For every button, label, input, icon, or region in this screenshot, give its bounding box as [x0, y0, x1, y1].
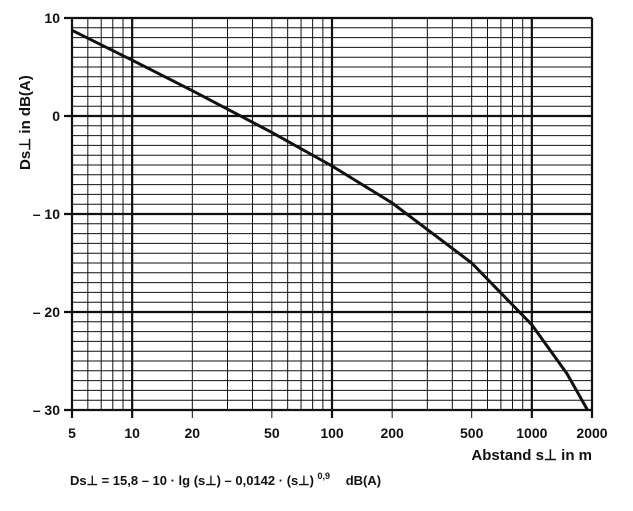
y-axis-label: Ds⊥ in dB(A) [17, 75, 34, 170]
x-tick-label: 5 [68, 425, 76, 441]
series-line-ds [71, 28, 589, 411]
y-tick-label: 10 [44, 10, 60, 26]
x-tick-labels: 5 10 20 50 100 200 500 1000 2000 [68, 425, 608, 441]
x-tick-label: 100 [320, 425, 344, 441]
x-tick-label: 1000 [516, 425, 547, 441]
y-tick-label: – 20 [33, 304, 60, 320]
x-tick-label: 2000 [576, 425, 607, 441]
x-tick-label: 500 [460, 425, 484, 441]
grid [64, 16, 594, 418]
x-tick-label: 10 [124, 425, 140, 441]
y-tick-labels: 10 0 – 10 – 20 – 30 [33, 10, 60, 418]
x-tick-label: 20 [185, 425, 201, 441]
y-tick-label: – 10 [33, 206, 60, 222]
y-tick-label: 0 [52, 108, 60, 124]
x-axis-label: Abstand s⊥ in m [471, 447, 592, 464]
y-tick-label: – 30 [33, 402, 60, 418]
x-tick-label: 200 [380, 425, 404, 441]
x-tick-label: 50 [264, 425, 280, 441]
formula: Ds⊥ = 15,8 – 10 · lg (s⊥) – 0,0142 · (s⊥… [70, 467, 381, 488]
